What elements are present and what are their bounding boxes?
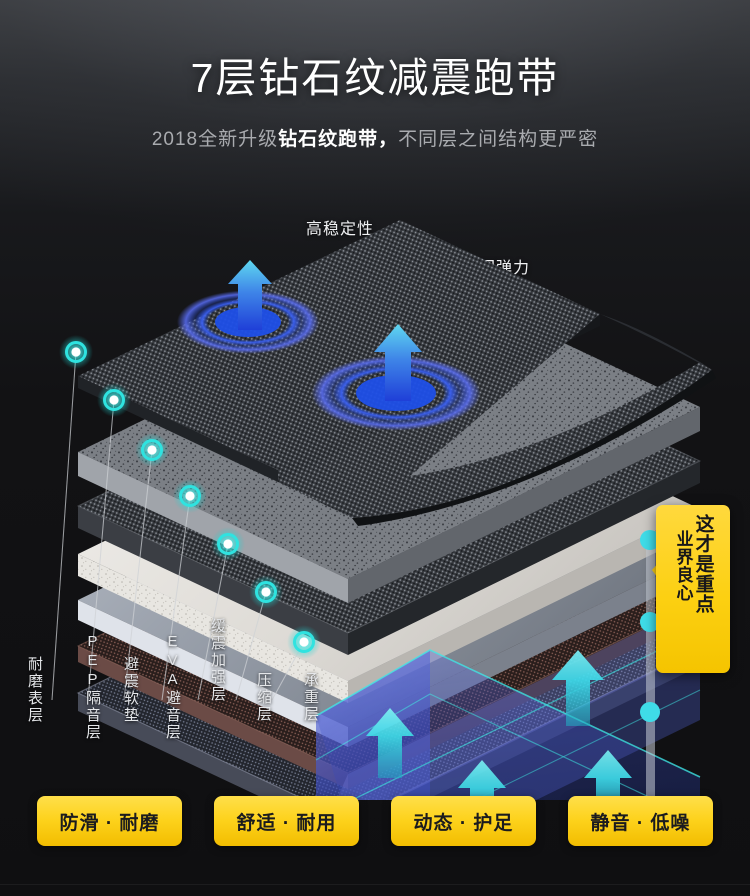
marker-dot-group [59, 335, 321, 659]
cushion-arrow-4 [584, 750, 632, 800]
layer-label-5: 缓震加强层 [209, 618, 226, 703]
feature-pill-wrap-2: 舒适 · 耐用 [214, 796, 359, 859]
feature-pill-4[interactable]: 静音 · 低噪 [568, 796, 713, 846]
page-subtitle: 2018全新升级钻石纹跑带，不同层之间结构更严密 [0, 124, 750, 151]
header: 7层钻石纹减震跑带 2018全新升级钻石纹跑带，不同层之间结构更严密 [0, 0, 750, 151]
layer-label-7: 承重层 [302, 672, 319, 723]
rebound-arrow-right [374, 324, 422, 401]
subtitle-prefix: 2018全新升级 [151, 129, 279, 150]
bottom-divider [0, 884, 750, 885]
callout-high-stability: 高稳定性 [306, 221, 375, 238]
badge-line-right: 这才是重点 [692, 514, 714, 614]
cyan-highlight-overlay [315, 602, 701, 800]
layer-label-2: PEP隔音层 [84, 633, 101, 741]
exploded-layer-diagram [0, 180, 750, 800]
feature-pill-wrap-3: 动态 · 护足 [391, 796, 536, 859]
cushion-arrow-3 [552, 650, 604, 726]
layer-label-4: EVA避音层 [164, 633, 181, 741]
layer-label-6: 压缩层 [255, 672, 272, 723]
cushion-arrow-2 [458, 760, 506, 800]
layer-label-1: 耐磨表层 [26, 656, 43, 724]
subtitle-suffix: 不同层之间结构更严密 [398, 129, 599, 150]
feature-pill-2[interactable]: 舒适 · 耐用 [214, 796, 359, 846]
page-title: 7层钻石纹减震跑带 [190, 55, 560, 101]
layer-body-1 [78, 220, 716, 526]
feature-pill-row: 防滑 · 耐磨 舒适 · 耐用 动态 · 护足 静音 · 低噪 [0, 796, 750, 859]
rebound-arrow-left [228, 260, 272, 330]
connector-dot-2 [640, 612, 660, 632]
feature-pill-wrap-1: 防滑 · 耐磨 [37, 796, 182, 859]
cushion-arrow-1 [366, 708, 414, 778]
connector-dot-3 [640, 702, 660, 722]
badge-line-left: 业界良心 [673, 530, 693, 602]
subtitle-emphasis: 钻石纹跑带， [278, 129, 399, 150]
layer-label-3: 避震软垫 [122, 656, 139, 724]
feature-pill-1[interactable]: 防滑 · 耐磨 [37, 796, 182, 846]
highlight-badge: 这才是重点 业界良心 [656, 505, 730, 673]
feature-pill-3[interactable]: 动态 · 护足 [391, 796, 536, 846]
feature-pill-wrap-4: 静音 · 低噪 [568, 796, 713, 859]
connector-dot-1 [640, 530, 660, 550]
layer-markers [51, 335, 321, 701]
